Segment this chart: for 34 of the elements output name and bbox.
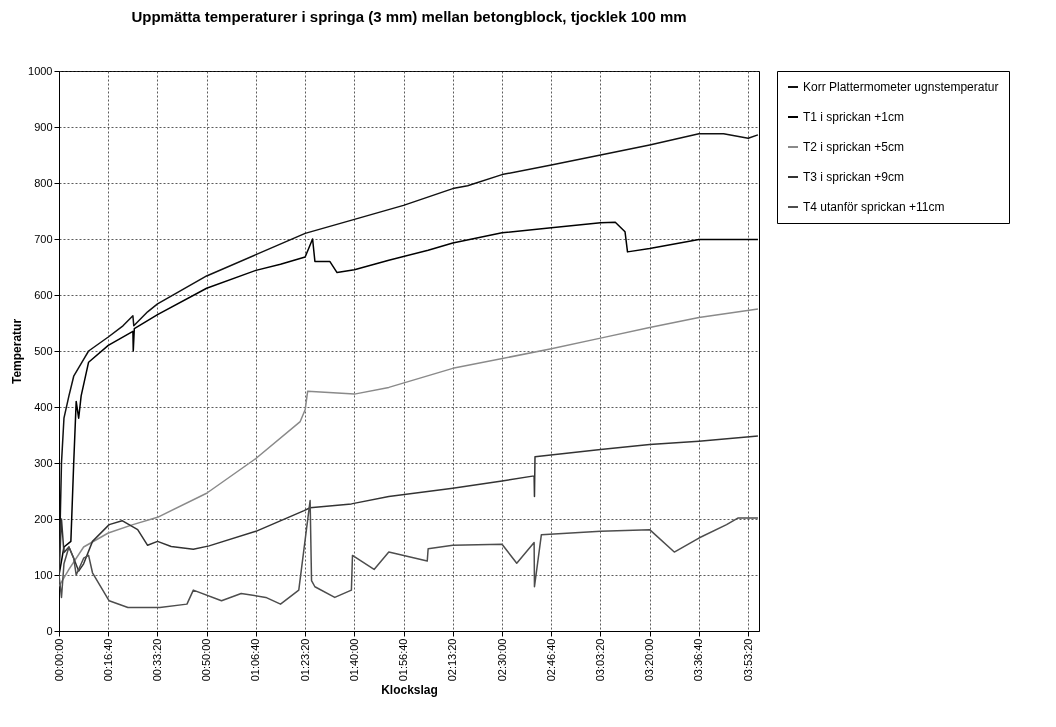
x-tick-label: 01:23:20 — [298, 638, 311, 682]
y-tick-label: 600 — [34, 288, 53, 301]
x-tick-label: 00:50:00 — [200, 638, 213, 682]
x-tick-label: 00:00:00 — [52, 638, 65, 682]
x-tick-label: 01:56:40 — [397, 638, 410, 682]
y-tick-label: 400 — [34, 400, 53, 413]
y-tick-label: 1000 — [28, 64, 53, 77]
y-tick-label: 100 — [34, 568, 53, 581]
chart-title: Uppmätta temperaturer i springa (3 mm) mellan betongblock, tjocklek 100 mm — [131, 8, 687, 25]
x-axis-title: Klockslag — [381, 683, 438, 698]
y-tick-label: 900 — [34, 120, 53, 133]
y-tick-label: 800 — [34, 176, 53, 189]
legend-label: T1 i sprickan +1cm — [803, 110, 905, 124]
x-tick-label: 01:40:00 — [347, 638, 360, 682]
x-tick-label: 03:53:20 — [741, 638, 754, 682]
legend-label: T3 i sprickan +9cm — [803, 170, 905, 184]
y-tick-label: 700 — [34, 232, 53, 245]
x-tick-label: 02:46:40 — [544, 638, 557, 682]
legend-label: Korr Plattermometer ugnstemperatur — [803, 80, 999, 94]
x-tick-label: 02:13:20 — [446, 638, 459, 682]
legend-label: T2 i sprickan +5cm — [803, 140, 905, 154]
x-tick-label: 03:36:40 — [692, 638, 705, 682]
x-tick-label: 00:33:20 — [150, 638, 163, 682]
x-tick-label: 03:20:00 — [643, 638, 656, 682]
y-tick-label: 300 — [34, 456, 53, 469]
y-tick-label: 500 — [34, 344, 53, 357]
x-tick-label: 02:30:00 — [495, 638, 508, 682]
x-tick-label: 00:16:40 — [101, 638, 114, 682]
legend-label: T4 utanför sprickan +11cm — [803, 200, 945, 214]
y-tick-label: 0 — [46, 624, 53, 637]
y-axis-title: Temperatur — [10, 318, 25, 385]
x-tick-label: 03:03:20 — [594, 638, 606, 682]
x-tick-label: 01:06:40 — [249, 638, 262, 682]
y-tick-label: 200 — [34, 512, 53, 525]
